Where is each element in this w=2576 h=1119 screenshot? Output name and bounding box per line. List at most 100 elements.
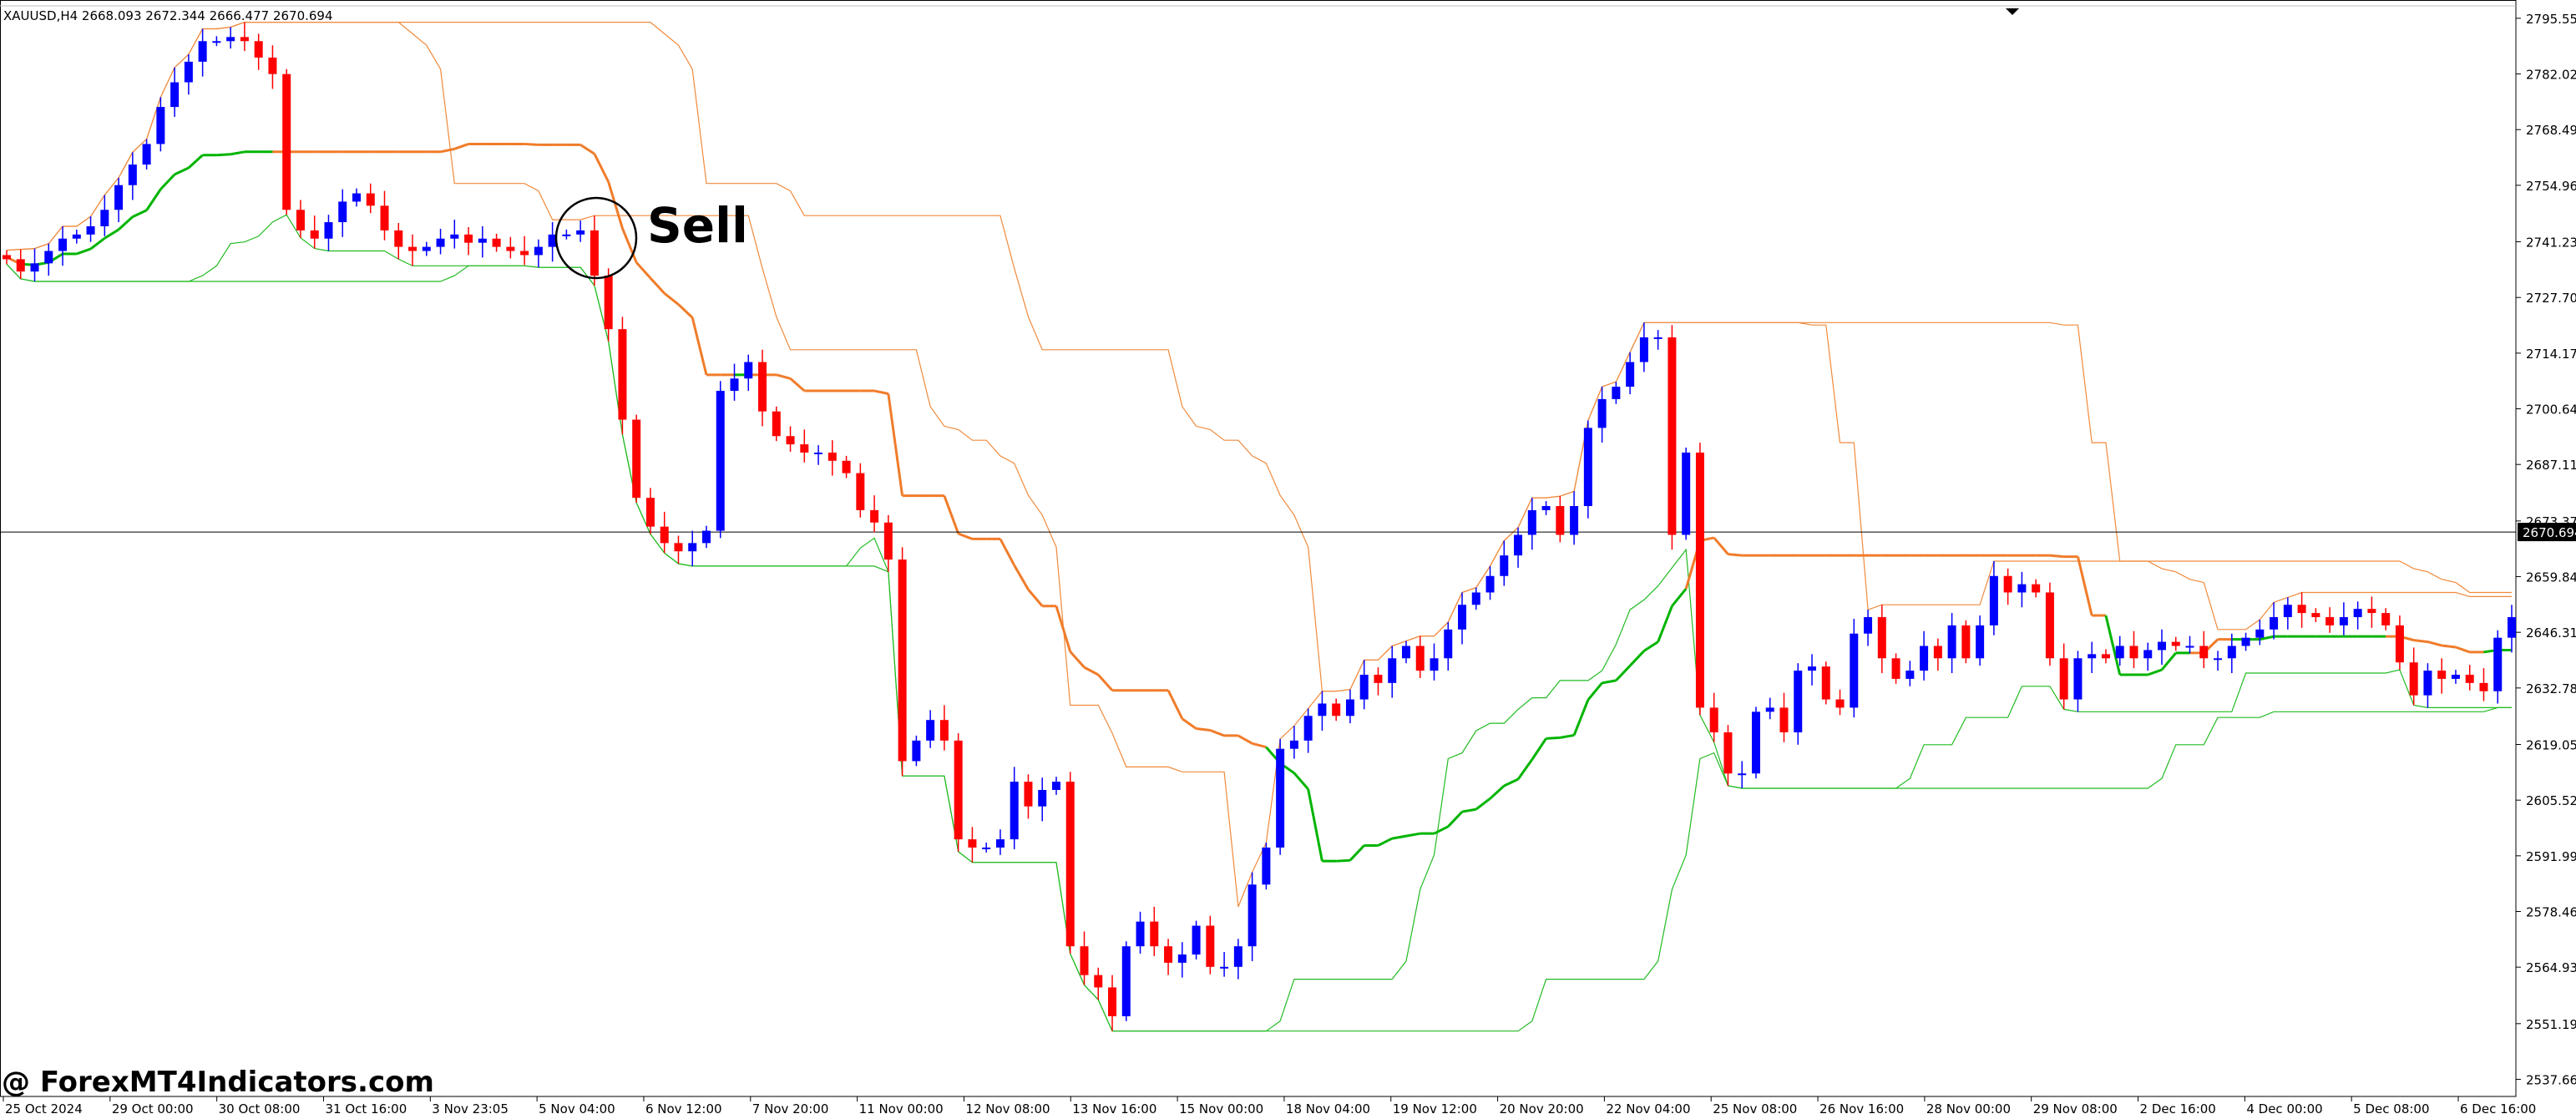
midline-segment: [230, 150, 245, 156]
midline-segment: [1489, 784, 1506, 800]
candle-body: [2017, 584, 2027, 593]
current-price-label: 2670.694: [2523, 525, 2576, 540]
midline-segment: [593, 153, 610, 183]
price-tick-label: 2754.965: [2526, 179, 2576, 194]
candle-body: [2059, 658, 2068, 700]
candle-body: [2381, 613, 2391, 625]
midline-segment: [1629, 650, 1645, 667]
time-axis: 25 Oct 2024 29 Oct 00:00 30 Oct 08:00 31 Oc…: [3, 1096, 2536, 1116]
candle-body: [282, 73, 291, 210]
candle-body: [16, 259, 25, 272]
midline-segment: [1181, 717, 1197, 730]
candle-body: [827, 452, 837, 461]
time-tick-label: 6 Dec 16:00: [2460, 1101, 2536, 1116]
midline-segment: [1336, 858, 1351, 863]
midline-segment: [2455, 646, 2471, 654]
time-tick-label: 19 Nov 12:00: [1393, 1101, 1477, 1116]
midline-segment: [776, 373, 791, 380]
candle-body: [1709, 707, 1718, 732]
indicator-bands: [0, 22, 2516, 1032]
candle-body: [2003, 575, 2012, 593]
candle-body: [520, 251, 529, 256]
candle-body: [1989, 575, 1998, 625]
candle-body: [1556, 506, 1565, 535]
candle-body: [645, 498, 655, 527]
candle-body: [366, 193, 375, 206]
symbol-ohlc-header: XAUUSD,H4 2668.093 2672.344 2666.477 267…: [3, 8, 333, 23]
midline-segment: [1097, 673, 1114, 691]
candle-body: [30, 263, 39, 272]
midline-segment: [621, 227, 638, 263]
time-tick-label: 29 Oct 00:00: [112, 1101, 194, 1116]
current-price-badge: [2518, 523, 2576, 542]
midline-segment: [873, 389, 889, 395]
midline-segment: [999, 538, 1016, 566]
candle-body: [2423, 671, 2432, 696]
candle-body: [142, 144, 151, 165]
candle-body: [2158, 641, 2167, 651]
candle-body: [324, 222, 333, 239]
price-tick-label: 2700.640: [2526, 403, 2576, 418]
candle-body: [660, 526, 669, 544]
shift-marker-icon: [2006, 8, 2019, 15]
sell-circle-marker: [554, 196, 638, 280]
midline-segment: [1069, 651, 1086, 669]
candle-body: [1500, 555, 1509, 576]
midline-segment: [1615, 665, 1632, 681]
candle-body: [2465, 675, 2474, 683]
time-tick-label: 30 Oct 08:00: [219, 1101, 301, 1116]
candle-body: [1444, 629, 1453, 659]
midline-segment: [453, 143, 469, 150]
candle-body: [1905, 671, 1915, 679]
midline-segment: [607, 181, 624, 229]
candle-body: [1220, 966, 1229, 969]
candle-body: [240, 37, 249, 42]
candle-body: [1891, 658, 1900, 679]
candle-body: [1010, 782, 1019, 840]
candle-body: [2353, 609, 2362, 618]
candle-body: [618, 329, 627, 420]
candle-body: [1430, 658, 1439, 671]
candle-body: [464, 234, 473, 243]
price-tick-label: 2605.520: [2526, 793, 2576, 808]
candle-body: [1150, 921, 1159, 947]
candle-body: [800, 444, 809, 453]
candle-body: [744, 362, 753, 379]
candle-body: [338, 201, 347, 223]
candle-body: [982, 847, 991, 849]
midline-segment: [958, 532, 973, 540]
candle-body: [1164, 946, 1173, 963]
candle-body: [1808, 666, 1817, 671]
midline-segment: [1405, 832, 1420, 838]
time-tick-label: 28 Nov 00:00: [1926, 1101, 2011, 1116]
candle-body: [2255, 629, 2265, 638]
candle-body: [2493, 637, 2503, 691]
midline-segment: [2442, 644, 2457, 649]
candle-body: [1947, 625, 1956, 659]
price-tick-label: 2741.230: [2526, 235, 2576, 251]
time-tick-label: 13 Nov 16:00: [1072, 1101, 1156, 1116]
midline-segment: [1546, 736, 1561, 740]
midline-segment: [1602, 679, 1617, 685]
candle-body: [939, 720, 949, 741]
candle-body: [86, 225, 95, 235]
candle-body: [1961, 625, 1971, 659]
candle-body: [701, 530, 711, 544]
midline-segment: [1433, 825, 1449, 835]
candle-body: [2214, 658, 2223, 661]
candle-body: [1471, 592, 1480, 605]
candle-body: [1514, 534, 1523, 556]
candle-body: [1345, 699, 1354, 716]
midline-segment: [691, 316, 708, 376]
midline-segment: [1237, 734, 1253, 745]
candle-body: [1850, 633, 1859, 708]
candle-body: [450, 234, 459, 239]
candle-body: [1877, 617, 1886, 659]
midline-segment: [187, 154, 204, 170]
candle-body: [1933, 646, 1942, 659]
candle-body: [492, 238, 501, 247]
candle-body: [688, 543, 697, 552]
price-tick-label: 2619.050: [2526, 738, 2576, 753]
time-tick-label: 22 Nov 04:00: [1606, 1101, 1690, 1116]
